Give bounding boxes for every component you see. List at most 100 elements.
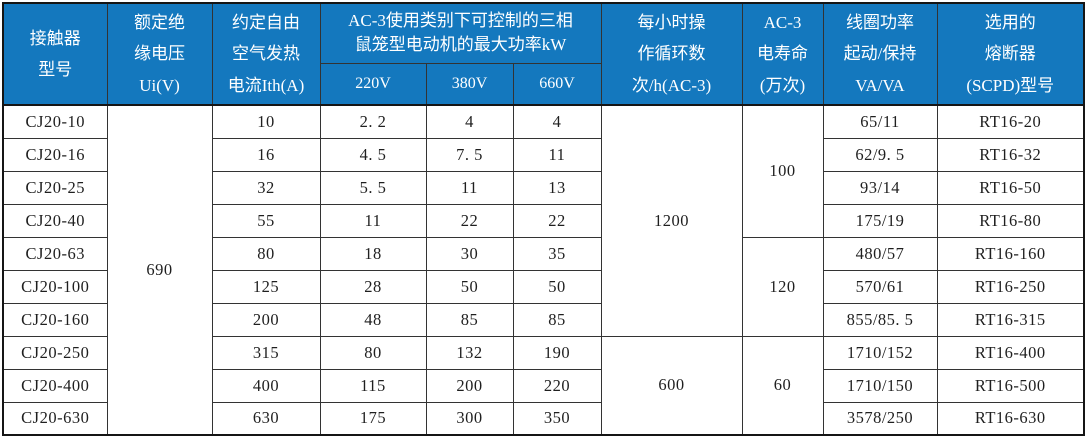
cell-coil-power: 570/61 [822, 269, 938, 304]
cell-model: CJ20-25 [2, 170, 108, 205]
cell-power-380v: 200 [425, 368, 514, 403]
cell-model: CJ20-63 [2, 236, 108, 271]
cell-thermal-current: 200 [211, 302, 321, 337]
header-electrical-life: AC-3 电寿命 (万次) [741, 2, 824, 106]
cell-power-380v: 11 [425, 170, 514, 205]
cell-model: CJ20-400 [2, 368, 108, 403]
cell-power-220v: 115 [319, 368, 427, 403]
cell-power-380v: 85 [425, 302, 514, 337]
table-header: 接触器 型号 额定绝 缘电压 Ui(V) 约定自由 空气发热 电流Ith(A) … [2, 2, 1085, 106]
cell-power-220v: 4. 5 [319, 137, 427, 172]
cell-fuse-model: RT16-500 [936, 368, 1085, 403]
cell-electrical-life-merged: 100 [741, 104, 824, 238]
cell-power-660v: 4 [512, 104, 602, 139]
cell-thermal-current: 32 [211, 170, 321, 205]
cell-fuse-model: RT16-32 [936, 137, 1085, 172]
cell-power-660v: 22 [512, 203, 602, 238]
cell-fuse-model: RT16-630 [936, 401, 1085, 436]
cell-power-220v: 11 [319, 203, 427, 238]
cell-power-220v: 2. 2 [319, 104, 427, 139]
table-row: CJ20-160 200 48 85 85 855/85. 5 RT16-315 [2, 302, 1085, 337]
cell-operating-cycles-merged: 1200 [600, 104, 743, 337]
table-row: CJ20-10 690 10 2. 2 4 4 1200 100 65/11 RT16-20 [2, 104, 1085, 436]
cell-coil-power: 62/9. 5 [822, 137, 938, 172]
cell-thermal-current: 125 [211, 269, 321, 304]
cell-model: CJ20-100 [2, 269, 108, 304]
cell-fuse-model: RT16-400 [936, 335, 1085, 370]
cell-coil-power: 93/14 [822, 170, 938, 205]
cell-fuse-model: RT16-80 [936, 203, 1085, 238]
table-row: CJ20-25 32 5. 5 11 13 93/14 RT16-50 [2, 170, 1085, 205]
cell-fuse-model: RT16-50 [936, 170, 1085, 205]
cell-model: CJ20-40 [2, 203, 108, 238]
table-row: CJ20-63 80 18 30 35 120 480/57 RT16-160 [2, 236, 1085, 337]
cell-rated-voltage-merged: 690 [106, 104, 213, 436]
header-row-2: 220V 380V 660V [3, 62, 1084, 106]
header-660v: 660V [512, 62, 602, 106]
cell-thermal-current: 315 [211, 335, 321, 370]
header-ac3-max-power-group: AC-3使用类别下可控制的三相 鼠笼型电动机的最大功率kW [319, 2, 602, 64]
table-row: CJ20-16 16 4. 5 7. 5 11 62/9. 5 RT16-32 [2, 137, 1085, 172]
table-body: CJ20-10 690 10 2. 2 4 4 1200 100 65/11 RT16-20 CJ2… [2, 104, 1085, 436]
table-row: CJ20-250 315 80 132 190 600 60 1710/152 RT16-400 [2, 335, 1085, 436]
table-row: CJ20-630 630 175 300 350 3578/250 RT16-630 [2, 401, 1085, 436]
cell-thermal-current: 16 [211, 137, 321, 172]
cell-power-380v: 50 [425, 269, 514, 304]
header-rated-insulation-voltage: 额定绝 缘电压 Ui(V) [106, 2, 213, 106]
cell-coil-power: 3578/250 [822, 401, 938, 436]
cell-thermal-current: 630 [211, 401, 321, 436]
cell-thermal-current: 10 [211, 104, 321, 139]
header-thermal-current: 约定自由 空气发热 电流Ith(A) [211, 2, 321, 106]
cell-electrical-life-merged: 120 [741, 236, 824, 337]
cell-model: CJ20-630 [2, 401, 108, 436]
cell-power-660v: 35 [512, 236, 602, 271]
cell-power-380v: 4 [425, 104, 514, 139]
header-220v: 220V [319, 62, 427, 106]
cell-power-220v: 80 [319, 335, 427, 370]
cell-coil-power: 855/85. 5 [822, 302, 938, 337]
cell-power-220v: 28 [319, 269, 427, 304]
cell-power-380v: 132 [425, 335, 514, 370]
cell-power-220v: 48 [319, 302, 427, 337]
header-coil-power: 线圈功率 起动/保持 VA/VA [822, 2, 938, 106]
cell-power-660v: 190 [512, 335, 602, 370]
cell-power-660v: 220 [512, 368, 602, 403]
table-row: CJ20-100 125 28 50 50 570/61 RT16-250 [2, 269, 1085, 304]
cell-operating-cycles-merged: 600 [600, 335, 743, 436]
cell-power-220v: 175 [319, 401, 427, 436]
cell-model: CJ20-160 [2, 302, 108, 337]
cell-power-660v: 11 [512, 137, 602, 172]
cell-fuse-model: RT16-160 [936, 236, 1085, 271]
cell-power-660v: 50 [512, 269, 602, 304]
cell-model: CJ20-250 [2, 335, 108, 370]
cell-coil-power: 1710/150 [822, 368, 938, 403]
header-row-1: 接触器 型号 额定绝 缘电压 Ui(V) 约定自由 空气发热 电流Ith(A) … [2, 2, 1085, 106]
cell-power-380v: 7. 5 [425, 137, 514, 172]
cell-electrical-life-merged: 60 [741, 335, 824, 436]
header-fuse-model: 选用的 熔断器 (SCPD)型号 [936, 2, 1085, 106]
cell-thermal-current: 80 [211, 236, 321, 271]
cell-power-220v: 18 [319, 236, 427, 271]
cell-fuse-model: RT16-250 [936, 269, 1085, 304]
header-380v: 380V [425, 62, 514, 106]
cell-coil-power: 480/57 [822, 236, 938, 271]
cell-power-220v: 5. 5 [319, 170, 427, 205]
cell-model: CJ20-10 [2, 104, 108, 139]
cell-thermal-current: 400 [211, 368, 321, 403]
cell-fuse-model: RT16-20 [936, 104, 1085, 139]
header-operating-cycles: 每小时操 作循环数 次/h(AC-3) [600, 2, 743, 106]
cell-thermal-current: 55 [211, 203, 321, 238]
cell-power-660v: 350 [512, 401, 602, 436]
cell-coil-power: 175/19 [822, 203, 938, 238]
cell-power-660v: 13 [512, 170, 602, 205]
cell-coil-power: 1710/152 [822, 335, 938, 370]
header-model: 接触器 型号 [2, 2, 108, 106]
cell-power-380v: 22 [425, 203, 514, 238]
cell-power-380v: 30 [425, 236, 514, 271]
cell-power-660v: 85 [512, 302, 602, 337]
cell-fuse-model: RT16-315 [936, 302, 1085, 337]
cell-coil-power: 65/11 [822, 104, 938, 139]
table-row: CJ20-40 55 11 22 22 175/19 RT16-80 [2, 203, 1085, 238]
cell-model: CJ20-16 [2, 137, 108, 172]
